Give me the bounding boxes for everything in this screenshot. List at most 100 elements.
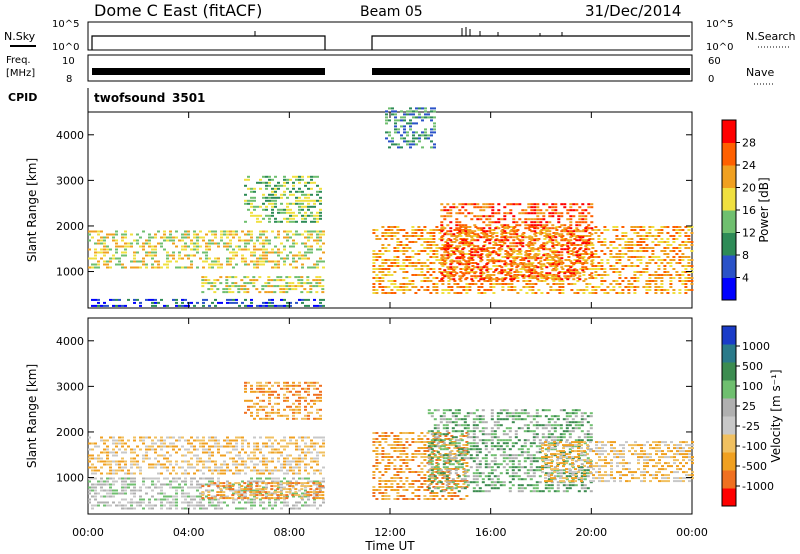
- colorbar-swatch: [722, 255, 736, 278]
- colorbar-tick-label: 20: [742, 182, 756, 195]
- colorbar-swatch: [722, 488, 736, 507]
- echo-region: [88, 477, 325, 510]
- x-tick-label: 12:00: [374, 526, 406, 539]
- colorbar-tick-label: 1000: [742, 340, 770, 353]
- y-tick-label: 4000: [56, 335, 84, 348]
- colorbar-swatch: [722, 232, 736, 256]
- colorbar-swatch: [722, 210, 736, 233]
- colorbar-tick-label: 16: [742, 204, 756, 217]
- echo-region: [244, 175, 322, 223]
- colorbar-tick-label: -1000: [742, 480, 774, 493]
- colorbar-tick-label: 12: [742, 227, 756, 240]
- power-panel: 1000 2000 3000 4000 Slant Range [km] 4 8 12 16…: [25, 107, 771, 309]
- cpid-row: CPID twofsound 3501: [8, 88, 205, 112]
- velocity-colorbar: 1000 500 100 25 -25 -100 -500 -1000: [721, 325, 774, 507]
- colorbar-tick-label: 500: [742, 360, 763, 373]
- beam-label: Beam 05: [360, 4, 423, 20]
- cpid-program: twofsound: [94, 91, 165, 105]
- colorbar-swatch: [722, 142, 736, 166]
- echo-region: [372, 226, 694, 294]
- nsky-label: N.Sky: [4, 30, 36, 43]
- power-colorbar: 4 8 12 16 20 24 28: [721, 119, 756, 301]
- date-label: 31/Dec/2014: [585, 2, 681, 20]
- nsky-tick-bottom: 10^0: [52, 42, 79, 53]
- colorbar-tick-label: -100: [742, 440, 767, 453]
- echo-region: [88, 436, 325, 475]
- echo-region: [244, 381, 322, 420]
- colorbar-tick-label: 8: [742, 249, 749, 262]
- nave-tick-bottom: 0: [708, 74, 714, 85]
- freq-unit: [MHz]: [6, 68, 35, 79]
- colorbar-swatch: [722, 416, 736, 435]
- x-tick-label: 00:00: [676, 526, 708, 539]
- colorbar-swatch: [722, 434, 736, 453]
- nsky-tick-top: 10^5: [52, 19, 79, 30]
- echo-region: [541, 441, 694, 483]
- nsky-trace: [91, 35, 690, 50]
- freq-trace-2: [372, 68, 690, 75]
- freq-tick-bottom: 8: [66, 74, 72, 85]
- y-tick-label: 2000: [56, 220, 84, 233]
- nsearch-label: N.Search: [746, 30, 796, 43]
- x-tick-label: 16:00: [475, 526, 507, 539]
- colorbar-tick-label: 4: [742, 272, 749, 285]
- colorbar-tick-label: 25: [742, 400, 756, 413]
- velocity-y-axis: 1000 2000 3000 4000: [56, 335, 692, 485]
- velocity-echo-layer: [88, 381, 694, 510]
- echo-region: [201, 482, 325, 500]
- velocity-ylabel: Slant Range [km]: [25, 364, 39, 468]
- power-colorbar-label: Power [dB]: [757, 177, 771, 242]
- echo-region: [91, 298, 325, 307]
- power-echo-layer: [88, 107, 694, 307]
- y-tick-label: 3000: [56, 380, 84, 393]
- colorbar-tick-label: 100: [742, 380, 763, 393]
- nave-tick-top: 60: [708, 56, 721, 67]
- power-y-axis: 1000 2000 3000 4000: [56, 129, 692, 279]
- colorbar-swatch: [722, 326, 736, 345]
- freq-trace: [92, 68, 325, 75]
- freq-panel: Freq. [MHz] 10 8 60 0 Nave: [6, 54, 774, 85]
- freq-label: Freq.: [6, 55, 31, 66]
- echo-region: [385, 107, 436, 149]
- colorbar-swatch: [722, 398, 736, 417]
- echo-region: [372, 432, 469, 500]
- echo-region: [427, 409, 593, 493]
- colorbar-swatch: [722, 470, 736, 489]
- x-tick-label: 20:00: [575, 526, 607, 539]
- nave-label: Nave: [746, 66, 774, 79]
- colorbar-swatch: [722, 380, 736, 399]
- x-tick-label: 04:00: [173, 526, 205, 539]
- echo-region: [201, 276, 325, 294]
- colorbar-tick-label: 28: [742, 137, 756, 150]
- x-tick-label: 00:00: [72, 526, 104, 539]
- y-tick-label: 1000: [56, 266, 84, 279]
- power-ylabel: Slant Range [km]: [25, 158, 39, 262]
- time-axis-label: Time UT: [364, 539, 415, 553]
- cpid-label: CPID: [8, 91, 37, 104]
- colorbar-swatch: [722, 120, 736, 143]
- echo-region: [440, 203, 594, 281]
- time-axis: 00:00 04:00 08:00 12:00 16:00 20:00 00:00: [72, 112, 708, 539]
- y-tick-label: 2000: [56, 426, 84, 439]
- nsearch-tick-bottom: 10^0: [706, 42, 733, 53]
- station-title: Dome C East (fitACF): [94, 1, 262, 20]
- colorbar-swatch: [722, 344, 736, 363]
- colorbar-tick-label: 24: [742, 159, 756, 172]
- echo-region: [88, 230, 325, 269]
- y-tick-label: 1000: [56, 472, 84, 485]
- colorbar-tick-label: -25: [742, 420, 760, 433]
- colorbar-swatch: [722, 452, 736, 471]
- y-tick-label: 3000: [56, 174, 84, 187]
- nsearch-tick-top: 10^5: [706, 19, 733, 30]
- colorbar-swatch: [722, 277, 736, 301]
- colorbar-swatch: [722, 187, 736, 211]
- colorbar-tick-label: -500: [742, 460, 767, 473]
- colorbar-swatch: [722, 165, 736, 188]
- velocity-colorbar-label: Velocity [m s⁻¹]: [769, 369, 783, 462]
- freq-tick-top: 10: [62, 56, 75, 67]
- x-tick-label: 08:00: [273, 526, 305, 539]
- y-tick-label: 4000: [56, 129, 84, 142]
- cpid-id: 3501: [172, 91, 205, 105]
- colorbar-swatch: [722, 362, 736, 381]
